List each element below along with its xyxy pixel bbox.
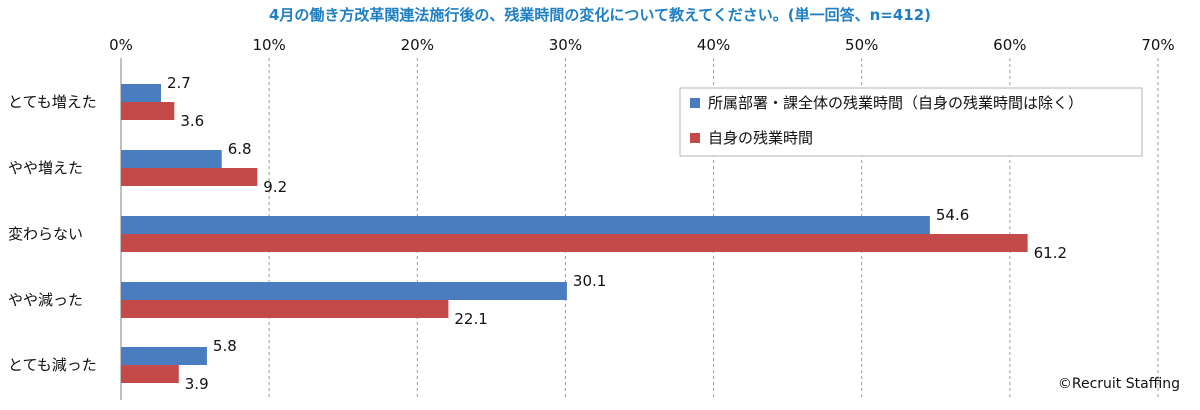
bar: [121, 150, 222, 168]
data-label: 6.8: [228, 140, 252, 158]
category-label: 変わらない: [8, 225, 83, 243]
bar: [121, 282, 567, 300]
data-labels: 2.7 3.6 6.8 9.2 54.6 61.2 30.1 22.1 5.8 3.9: [167, 74, 1067, 393]
category-label: とても減った: [8, 356, 97, 374]
x-axis-ticks: 0% 10% 20% 30% 40% 50% 60% 70%: [109, 36, 1175, 54]
data-label: 9.2: [263, 178, 287, 196]
category-label: やや減った: [8, 291, 83, 309]
bar: [121, 102, 175, 120]
bar: [121, 300, 449, 318]
bar: [121, 347, 207, 365]
data-label: 30.1: [573, 272, 606, 290]
x-tick-label: 60%: [993, 36, 1026, 54]
chart-title: 4月の働き方改革関連法施行後の、残業時間の変化について教えてください。(単一回答…: [269, 6, 931, 24]
data-label: 61.2: [1034, 244, 1067, 262]
legend-box: [679, 87, 1143, 157]
x-tick-label: 10%: [252, 36, 285, 54]
category-label: とても増えた: [8, 93, 97, 111]
bar: [121, 234, 1028, 252]
x-tick-label: 70%: [1141, 36, 1174, 54]
data-label: 2.7: [167, 74, 191, 92]
bar: [121, 168, 258, 186]
legend-swatch: [690, 98, 700, 108]
data-label: 54.6: [936, 206, 969, 224]
x-tick-label: 0%: [109, 36, 133, 54]
data-label: 22.1: [454, 310, 487, 328]
data-label: 5.8: [213, 337, 237, 355]
legend-label: 自身の残業時間: [708, 129, 813, 147]
bar: [121, 365, 179, 383]
category-label: やや増えた: [8, 159, 83, 177]
bar: [121, 84, 161, 102]
x-tick-label: 50%: [845, 36, 878, 54]
x-tick-label: 30%: [549, 36, 582, 54]
x-tick-label: 40%: [697, 36, 730, 54]
data-label: 3.9: [185, 375, 209, 393]
data-label: 3.6: [180, 112, 204, 130]
bars: [121, 84, 1028, 383]
credit-text: ©Recruit Staffing: [1058, 376, 1180, 392]
legend-swatch: [690, 133, 700, 143]
x-tick-label: 20%: [401, 36, 434, 54]
bar: [121, 216, 930, 234]
legend-label: 所属部署・課全体の残業時間（自身の残業時間は除く）: [708, 94, 1083, 112]
legend: 所属部署・課全体の残業時間（自身の残業時間は除く） 自身の残業時間: [679, 87, 1143, 157]
